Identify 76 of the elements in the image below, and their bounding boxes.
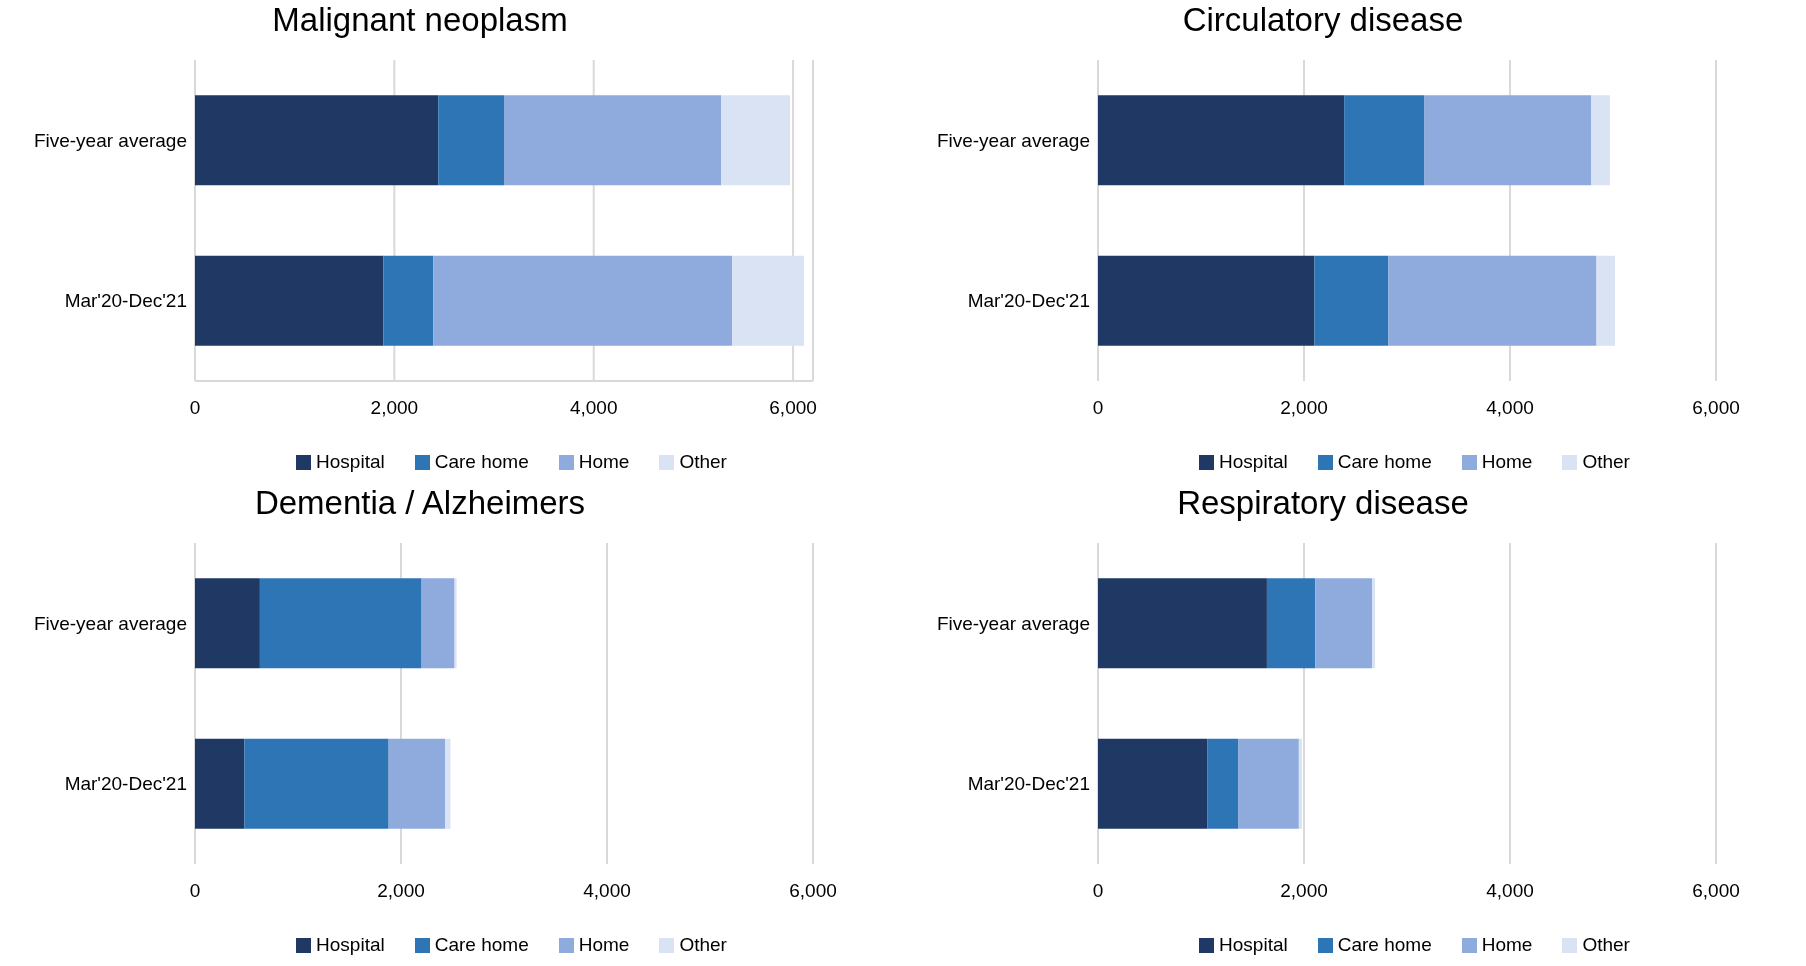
bar [454,578,457,669]
chart-title: Dementia / Alzheimers [253,483,587,523]
bar [195,738,245,829]
legend-label: Home [577,451,630,473]
y-tick-label: Mar'20-Dec'21 [967,290,1090,312]
y-tick-label: Five-year average [33,612,187,634]
legend-label: Home [577,934,630,956]
y-tick-label: Mar'20-Dec'21 [64,773,187,795]
bar [383,255,434,346]
y-tick-label: Mar'20-Dec'21 [967,773,1090,795]
legend-label: Hospital [315,451,385,473]
x-tick-label: 6,000 [789,880,837,902]
chart-title: Malignant neoplasm [271,0,569,40]
bar [1098,578,1267,669]
x-tick-label: 2,000 [1280,397,1328,419]
bar [1098,95,1345,186]
bar [1266,578,1316,669]
bar [195,255,384,346]
bar [1344,95,1425,186]
x-tick-label: 4,000 [569,397,618,419]
legend-label: Care home [433,934,529,956]
bar [732,255,805,346]
bar [1238,738,1299,829]
bar [445,738,451,829]
bar [1371,578,1376,669]
bar [195,95,439,186]
legend-label: Hospital [1218,451,1288,473]
legend-label: Home [1480,451,1533,473]
y-tick-label: Five-year average [936,129,1090,151]
bar [1388,255,1597,346]
x-tick-label: 6,000 [1692,880,1740,902]
bar [1298,738,1302,829]
bar [1596,255,1616,346]
bar [1098,255,1315,346]
bar [259,578,422,669]
bar [244,738,389,829]
bar [721,95,791,186]
legend-label: Other [1581,934,1630,956]
legend-label: Other [1581,451,1630,473]
x-tick-label: 4,000 [1486,397,1534,419]
legend-label: Other [678,934,727,956]
legend-label: Care home [1336,934,1432,956]
bar [433,255,733,346]
y-tick-label: Five-year average [33,129,187,151]
legend-label: Hospital [315,934,385,956]
chart-title: Circulatory disease [1181,0,1465,40]
x-tick-label: 0 [1092,880,1104,902]
legend-label: Care home [1336,451,1432,473]
x-tick-label: 6,000 [769,397,817,419]
x-tick-label: 2,000 [1280,880,1328,902]
bar [1207,738,1239,829]
x-tick-label: 4,000 [583,880,631,902]
bar [1314,255,1389,346]
bar [438,95,504,186]
bar [195,578,260,669]
x-tick-label: 0 [1092,397,1104,419]
y-tick-label: Mar'20-Dec'21 [64,290,187,312]
x-tick-label: 0 [189,397,201,419]
legend-label: Other [678,451,727,473]
x-tick-label: 0 [189,880,201,902]
legend-label: Care home [433,451,529,473]
bar [1591,95,1610,186]
chart-title: Respiratory disease [1176,483,1470,523]
x-tick-label: 4,000 [1486,880,1534,902]
bar [1315,578,1372,669]
bar [1424,95,1592,186]
legend-label: Home [1480,934,1533,956]
bar [388,738,446,829]
bar [421,578,455,669]
y-tick-label: Five-year average [936,612,1090,634]
legend-label: Hospital [1218,934,1288,956]
x-tick-label: 6,000 [1692,397,1740,419]
bar [1098,738,1208,829]
bar [504,95,722,186]
x-tick-label: 2,000 [370,397,419,419]
x-tick-label: 2,000 [377,880,425,902]
